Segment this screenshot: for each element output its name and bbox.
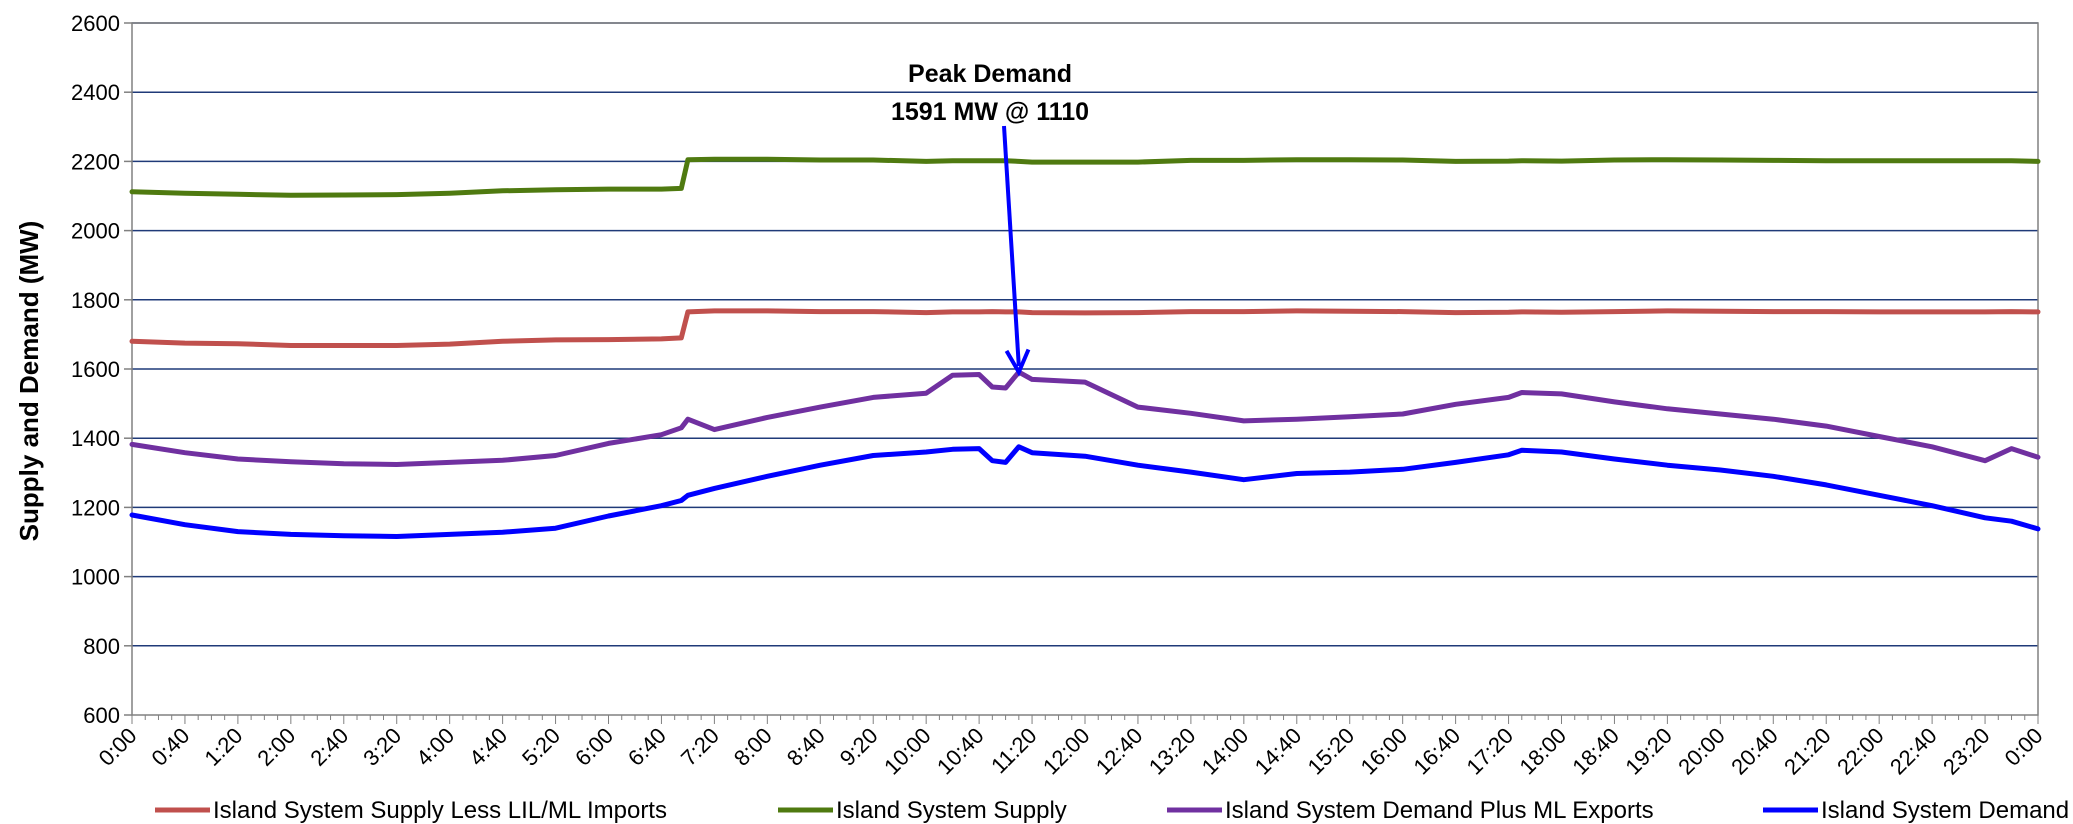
y-tick-label: 1600 bbox=[71, 357, 120, 382]
x-tick-label: 17:20 bbox=[1461, 723, 1518, 780]
y-tick-label: 800 bbox=[83, 634, 120, 659]
x-tick-label: 13:20 bbox=[1144, 723, 1201, 780]
x-tick-label: 5:20 bbox=[517, 723, 565, 771]
x-tick-label: 6:40 bbox=[623, 723, 671, 771]
series-line-2 bbox=[129, 156, 2041, 198]
series-lines bbox=[129, 156, 2041, 539]
x-tick-label: 11:20 bbox=[986, 723, 1041, 778]
y-tick-label: 2200 bbox=[71, 149, 120, 174]
x-tick-label: 4:00 bbox=[411, 723, 459, 771]
legend: Island System Supply Less LIL/ML Imports… bbox=[155, 797, 2069, 824]
x-tick-label: 9:20 bbox=[835, 723, 883, 771]
x-tick-label: 0:40 bbox=[147, 723, 195, 771]
x-tick-label: 2:00 bbox=[252, 723, 300, 771]
x-tick-label: 3:20 bbox=[358, 723, 406, 771]
y-tick-label: 600 bbox=[83, 703, 120, 728]
x-tick-label: 16:40 bbox=[1409, 723, 1466, 780]
annotation-arrowhead bbox=[1004, 348, 1031, 377]
x-tick-label: 0:00 bbox=[2000, 723, 2048, 771]
axes: 600 800 1000 1200 1400 1600 1800 2000 2200 2400 26… bbox=[71, 11, 2047, 779]
x-tick-label: 2:40 bbox=[305, 723, 353, 771]
x-tick-label: 15:20 bbox=[1303, 723, 1360, 780]
x-tick-label: 8:40 bbox=[782, 723, 830, 771]
x-tick-label: 20:40 bbox=[1726, 723, 1783, 780]
annotation-arrow bbox=[1002, 125, 1021, 367]
series-line-3 bbox=[129, 369, 2041, 467]
x-tick-label: 22:40 bbox=[1885, 723, 1942, 780]
x-tick-label: 19:20 bbox=[1620, 723, 1677, 780]
y-tick-label: 1000 bbox=[71, 565, 120, 590]
y-tick-label: 1200 bbox=[71, 495, 120, 520]
series-line-4 bbox=[129, 444, 2041, 539]
x-tick-label: 7:20 bbox=[676, 723, 724, 771]
legend-label-3: Island System Demand Plus ML Exports bbox=[1225, 797, 1654, 824]
x-tick-label: 10:40 bbox=[932, 723, 989, 780]
legend-label-4: Island System Demand bbox=[1821, 797, 2069, 824]
x-tick-label: 12:00 bbox=[1038, 723, 1095, 780]
x-tick-label: 18:40 bbox=[1567, 723, 1624, 780]
x-tick-label: 18:00 bbox=[1514, 723, 1571, 780]
x-tick-label: 21:20 bbox=[1779, 723, 1836, 780]
x-tick-label: 0:00 bbox=[94, 723, 142, 771]
y-tick-label: 1400 bbox=[71, 426, 120, 451]
x-tick-label: 23:20 bbox=[1938, 723, 1995, 780]
x-tick-label: 4:40 bbox=[464, 723, 512, 771]
legend-label-2: Island System Supply bbox=[836, 797, 1067, 824]
series-line-1 bbox=[129, 308, 2041, 348]
y-tick-label: 2600 bbox=[71, 11, 120, 36]
x-tick-label: 1:20 bbox=[199, 723, 247, 771]
x-tick-label: 22:00 bbox=[1832, 723, 1889, 780]
x-tick-label: 6:00 bbox=[570, 723, 618, 771]
x-tick-label: 12:40 bbox=[1091, 723, 1148, 780]
annotation-line1: Peak Demand bbox=[908, 60, 1072, 88]
x-tick-label: 16:00 bbox=[1356, 723, 1413, 780]
x-tick-label: 20:00 bbox=[1673, 723, 1730, 780]
annotation-line2: 1591 MW @ 1110 bbox=[891, 98, 1089, 126]
y-tick-label: 2400 bbox=[71, 80, 120, 105]
x-tick-label: 14:00 bbox=[1197, 723, 1254, 780]
peak-annotation: Peak Demand 1591 MW @ 1110 bbox=[891, 60, 1089, 377]
x-tick-label: 8:00 bbox=[729, 723, 777, 771]
y-tick-label: 1800 bbox=[71, 288, 120, 313]
x-tick-label: 10:00 bbox=[879, 723, 936, 780]
y-axis-title: Supply and Demand (MW) bbox=[14, 221, 44, 542]
legend-label-1: Island System Supply Less LIL/ML Imports bbox=[213, 797, 667, 824]
y-tick-label: 2000 bbox=[71, 219, 120, 244]
x-tick-label: 14:40 bbox=[1250, 723, 1307, 780]
